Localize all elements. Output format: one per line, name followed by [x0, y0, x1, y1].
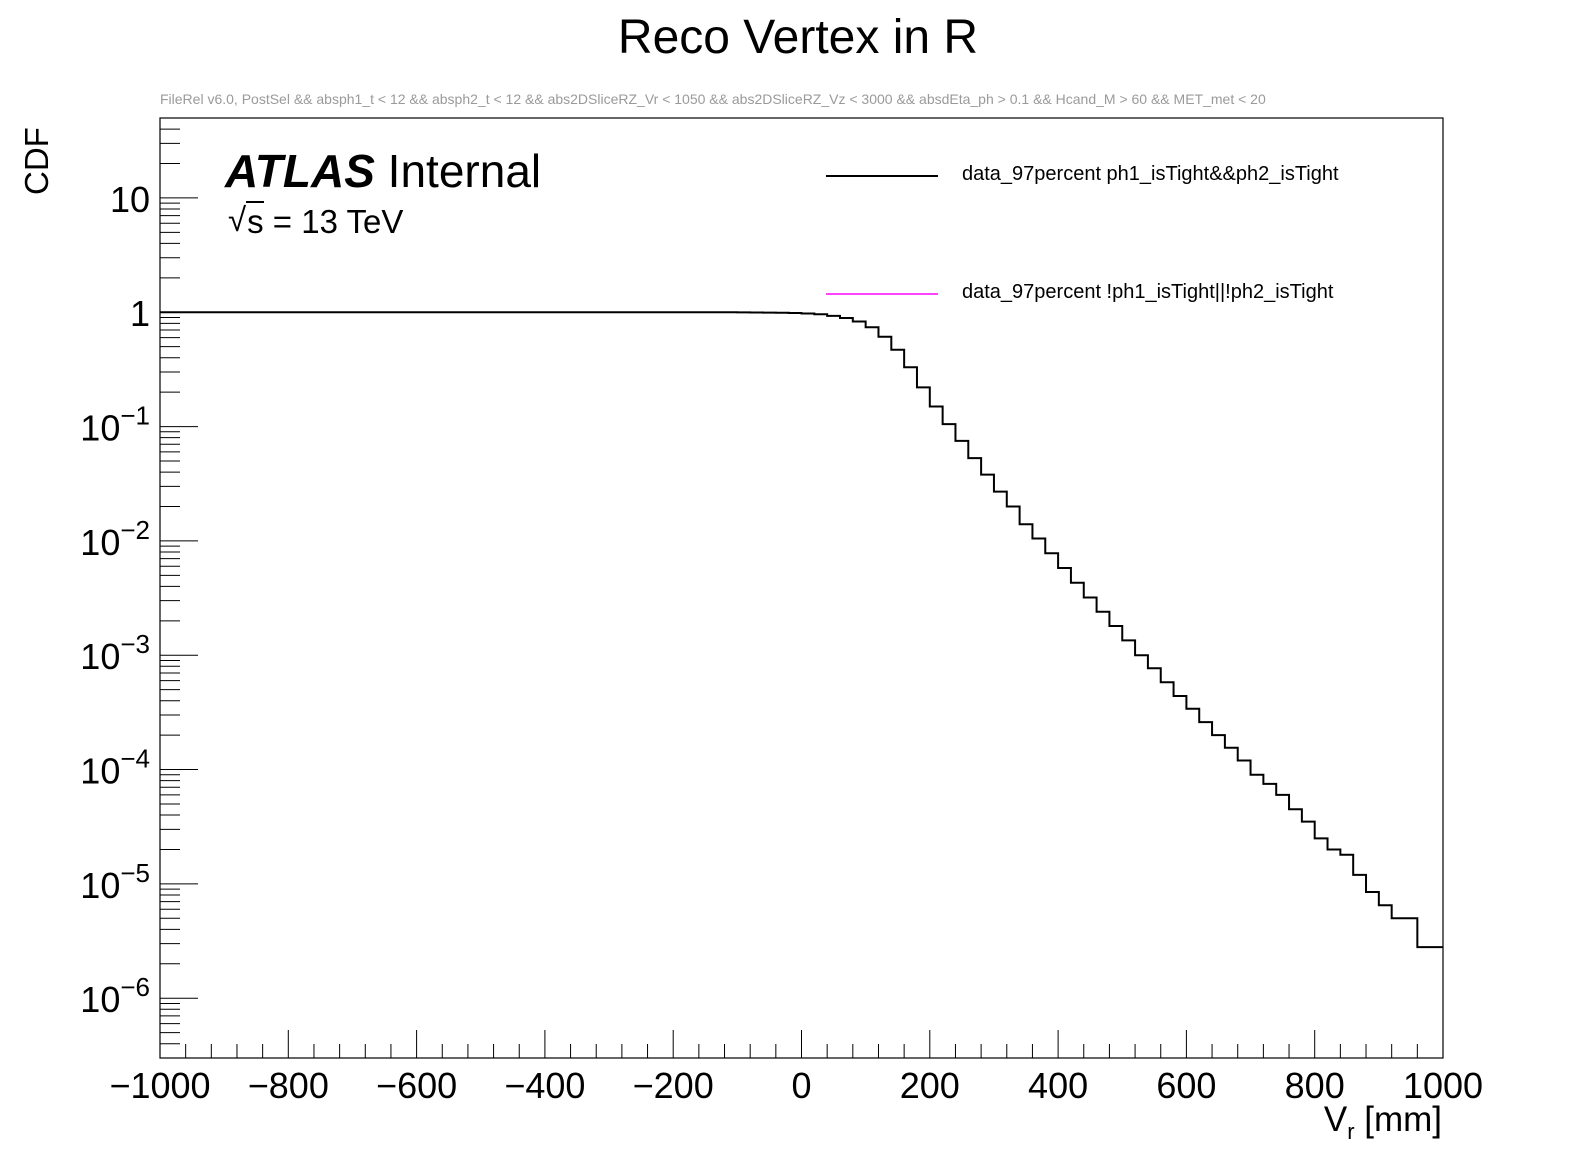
x-tick-label: 800: [1285, 1065, 1345, 1106]
sqrt-s: √s: [228, 201, 264, 241]
y-tick-label: 10−6: [80, 972, 150, 1020]
energy-label: √s = 13 TeV: [228, 201, 404, 241]
x-tick-label: 400: [1028, 1065, 1088, 1106]
x-axis-label-sub: r: [1347, 1119, 1355, 1144]
plot-frame: [159, 117, 1444, 1059]
x-tick-label: −800: [248, 1065, 329, 1106]
x-tick-label: −1000: [109, 1065, 210, 1106]
x-axis-label-unit: [mm]: [1354, 1100, 1442, 1139]
x-tick-label: 1000: [1403, 1065, 1483, 1106]
series-line-tight: [160, 311, 1443, 949]
legend-label-series-1: data_97percent ph1_isTight&&ph2_isTight: [962, 163, 1339, 185]
y-tick-label: 1: [130, 293, 150, 334]
atlas-label: ATLAS Internal: [225, 144, 541, 198]
y-tick-label: 10−4: [80, 744, 150, 792]
chart-subtitle: FileRel v6.0, PostSel && absph1_t < 12 &…: [160, 91, 1266, 107]
y-tick-label: 10−2: [80, 515, 150, 563]
y-tick-label: 10: [110, 179, 150, 220]
x-tick-label: 0: [791, 1065, 811, 1106]
y-tick-label: 10−3: [80, 629, 150, 677]
y-axis-label: CDF: [18, 127, 55, 195]
atlas-bold: ATLAS: [225, 145, 375, 197]
x-tick-label: −400: [504, 1065, 585, 1106]
x-tick-label: −200: [633, 1065, 714, 1106]
sqrt-symbol: √: [228, 201, 247, 238]
x-tick-label: 200: [900, 1065, 960, 1106]
chart-title: Reco Vertex in R: [617, 11, 979, 64]
sqrt-var: s: [246, 201, 264, 240]
y-tick-label: 10−1: [80, 401, 150, 449]
x-axis-label-main: V: [1323, 1100, 1348, 1139]
y-tick-label: 10−5: [80, 858, 150, 906]
x-tick-label: −600: [376, 1065, 457, 1106]
atlas-rest: Internal: [374, 145, 542, 197]
energy-rest: = 13 TeV: [263, 203, 404, 240]
x-tick-label: 600: [1156, 1065, 1216, 1106]
x-axis-label: Vr [mm]: [1324, 1100, 1442, 1145]
legend-label-series-2: data_97percent !ph1_isTight||!ph2_isTigh…: [962, 281, 1334, 303]
